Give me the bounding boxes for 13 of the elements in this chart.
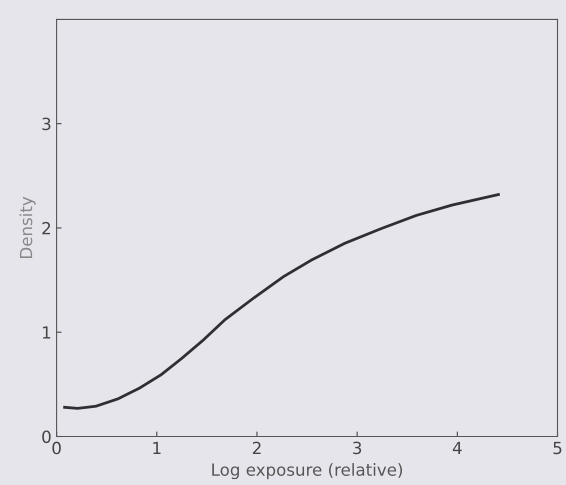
x-tick-label: 0 bbox=[52, 442, 61, 454]
x-tick-label: 5 bbox=[553, 442, 562, 454]
x-tick-label: 2 bbox=[252, 442, 261, 454]
x-axis-title: Log exposure (relative) bbox=[212, 463, 402, 480]
y-tick-label: 3 bbox=[42, 118, 50, 130]
y-tick-label: 0 bbox=[42, 430, 51, 444]
x-tick-label: 4 bbox=[452, 442, 462, 454]
y-tick-label: 1 bbox=[42, 326, 50, 339]
line-series bbox=[63, 193, 500, 410]
x-tick-label: 3 bbox=[353, 442, 362, 454]
y-tick-label: 2 bbox=[42, 222, 50, 234]
x-tick-label: 1 bbox=[153, 442, 161, 454]
y-axis-title: Density bbox=[19, 196, 36, 258]
